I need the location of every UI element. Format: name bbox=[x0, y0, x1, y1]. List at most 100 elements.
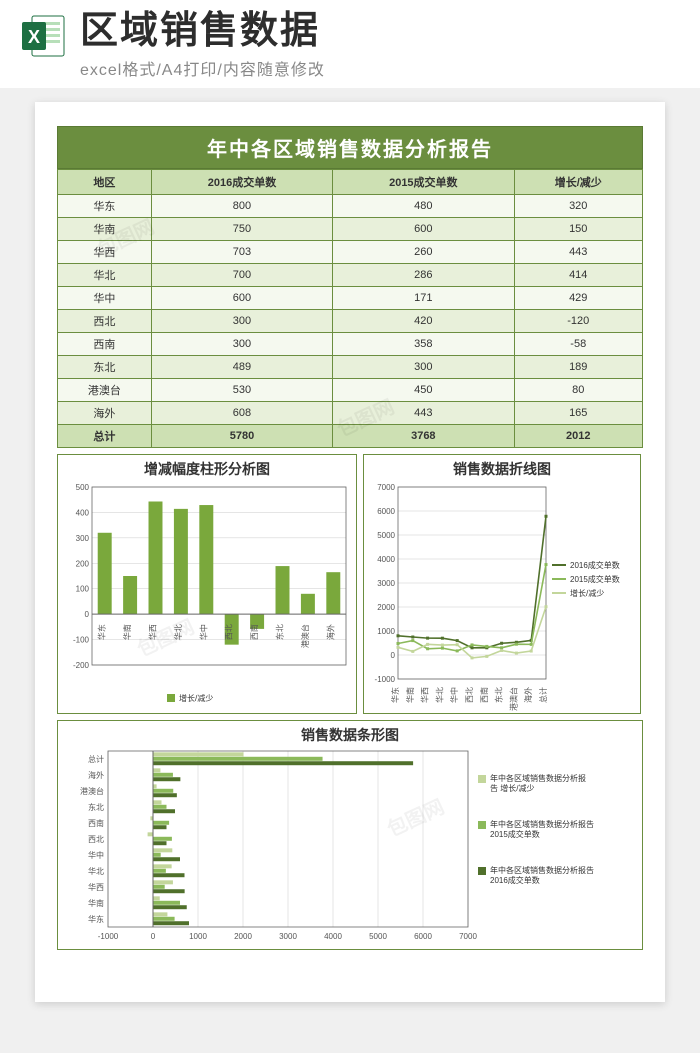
excel-icon: X bbox=[20, 12, 68, 60]
svg-text:2015成交单数: 2015成交单数 bbox=[490, 829, 540, 839]
svg-text:5000: 5000 bbox=[369, 932, 387, 941]
table-cell: 300 bbox=[151, 333, 332, 356]
svg-text:港澳台: 港澳台 bbox=[300, 624, 310, 648]
table-cell: 700 bbox=[151, 264, 332, 287]
svg-text:华北: 华北 bbox=[173, 624, 183, 640]
svg-text:华西: 华西 bbox=[420, 687, 430, 703]
svg-text:年中各区域销售数据分析报告: 年中各区域销售数据分析报告 bbox=[490, 819, 594, 829]
table-header: 2015成交单数 bbox=[333, 170, 514, 195]
svg-text:华中: 华中 bbox=[88, 850, 104, 860]
table-cell: 西南 bbox=[58, 333, 152, 356]
table-cell: 5780 bbox=[151, 425, 332, 448]
svg-text:增长/减少: 增长/减少 bbox=[570, 588, 604, 598]
svg-text:4000: 4000 bbox=[377, 555, 395, 564]
svg-text:华南: 华南 bbox=[122, 624, 132, 640]
svg-text:总计: 总计 bbox=[88, 754, 104, 764]
svg-text:7000: 7000 bbox=[459, 932, 477, 941]
line-chart: -100001000200030004000500060007000华东华南华西… bbox=[368, 481, 636, 713]
svg-text:X: X bbox=[28, 27, 40, 47]
svg-text:华东: 华东 bbox=[97, 624, 107, 640]
table-cell: 西北 bbox=[58, 310, 152, 333]
table-row: 华中600171429 bbox=[58, 287, 643, 310]
table-row: 华北700286414 bbox=[58, 264, 643, 287]
svg-text:华中: 华中 bbox=[449, 687, 459, 703]
svg-text:2000: 2000 bbox=[234, 932, 252, 941]
table-cell: 600 bbox=[333, 218, 514, 241]
table-row: 华南750600150 bbox=[58, 218, 643, 241]
svg-text:东北: 东北 bbox=[88, 802, 104, 812]
table-cell: 总计 bbox=[58, 425, 152, 448]
bar-chart-title: 增减幅度柱形分析图 bbox=[62, 459, 352, 479]
table-row: 港澳台53045080 bbox=[58, 379, 643, 402]
svg-text:100: 100 bbox=[76, 585, 90, 594]
svg-text:0: 0 bbox=[391, 651, 396, 660]
table-cell: 港澳台 bbox=[58, 379, 152, 402]
bar-chart: -200-1000100200300400500华东华南华西华北华中西北西南东北… bbox=[62, 481, 352, 713]
table-cell: 320 bbox=[514, 195, 643, 218]
table-cell: 260 bbox=[333, 241, 514, 264]
sub-title: excel格式/A4打印/内容随意修改 bbox=[80, 56, 680, 80]
table-total-row: 总计578037682012 bbox=[58, 425, 643, 448]
table-cell: 华中 bbox=[58, 287, 152, 310]
table-cell: 海外 bbox=[58, 402, 152, 425]
svg-text:-100: -100 bbox=[73, 636, 90, 645]
svg-text:年中各区域销售数据分析报: 年中各区域销售数据分析报 bbox=[490, 773, 586, 783]
svg-text:华西: 华西 bbox=[148, 624, 158, 640]
svg-text:华南: 华南 bbox=[405, 687, 415, 703]
svg-text:200: 200 bbox=[76, 559, 90, 568]
svg-text:300: 300 bbox=[76, 534, 90, 543]
bar-chart-box: 增减幅度柱形分析图 -200-1000100200300400500华东华南华西… bbox=[57, 454, 357, 714]
table-cell: 286 bbox=[333, 264, 514, 287]
table-cell: 358 bbox=[333, 333, 514, 356]
table-cell: 450 bbox=[333, 379, 514, 402]
svg-text:总计: 总计 bbox=[538, 687, 548, 703]
svg-text:华西: 华西 bbox=[88, 882, 104, 892]
table-cell: 东北 bbox=[58, 356, 152, 379]
table-cell: -58 bbox=[514, 333, 643, 356]
data-table: 地区2016成交单数2015成交单数增长/减少 华东800480320华南750… bbox=[57, 169, 643, 448]
table-cell: 420 bbox=[333, 310, 514, 333]
svg-text:3000: 3000 bbox=[279, 932, 297, 941]
table-cell: 300 bbox=[151, 310, 332, 333]
table-cell: 171 bbox=[333, 287, 514, 310]
svg-text:2016成交单数: 2016成交单数 bbox=[570, 560, 620, 570]
table-cell: 489 bbox=[151, 356, 332, 379]
svg-text:华中: 华中 bbox=[198, 624, 208, 640]
svg-text:港澳台: 港澳台 bbox=[80, 786, 104, 796]
svg-text:西南: 西南 bbox=[88, 818, 104, 828]
svg-text:西北: 西北 bbox=[88, 835, 104, 844]
product-header: X 区域销售数据 excel格式/A4打印/内容随意修改 bbox=[0, 0, 700, 88]
report-page: 年中各区域销售数据分析报告 地区2016成交单数2015成交单数增长/减少 华东… bbox=[35, 102, 665, 1002]
table-cell: 750 bbox=[151, 218, 332, 241]
line-chart-box: 销售数据折线图 -1000010002000300040005000600070… bbox=[363, 454, 641, 714]
svg-text:华北: 华北 bbox=[88, 866, 104, 876]
table-cell: 530 bbox=[151, 379, 332, 402]
table-cell: 608 bbox=[151, 402, 332, 425]
table-cell: 华东 bbox=[58, 195, 152, 218]
svg-text:6000: 6000 bbox=[414, 932, 432, 941]
svg-text:-1000: -1000 bbox=[98, 932, 119, 941]
svg-text:400: 400 bbox=[76, 508, 90, 517]
svg-text:年中各区域销售数据分析报告: 年中各区域销售数据分析报告 bbox=[490, 865, 594, 875]
svg-text:2015成交单数: 2015成交单数 bbox=[570, 574, 620, 584]
svg-text:西北: 西北 bbox=[465, 687, 474, 703]
table-cell: 189 bbox=[514, 356, 643, 379]
table-header: 2016成交单数 bbox=[151, 170, 332, 195]
table-cell: 华南 bbox=[58, 218, 152, 241]
svg-text:华东: 华东 bbox=[390, 687, 400, 703]
svg-text:海外: 海外 bbox=[325, 624, 335, 640]
table-cell: 150 bbox=[514, 218, 643, 241]
svg-text:6000: 6000 bbox=[377, 507, 395, 516]
svg-text:东北: 东北 bbox=[275, 624, 285, 640]
table-header: 增长/减少 bbox=[514, 170, 643, 195]
svg-text:港澳台: 港澳台 bbox=[508, 687, 518, 711]
svg-text:-200: -200 bbox=[73, 661, 90, 670]
table-cell: 80 bbox=[514, 379, 643, 402]
svg-text:7000: 7000 bbox=[377, 483, 395, 492]
table-row: 西北300420-120 bbox=[58, 310, 643, 333]
table-cell: 800 bbox=[151, 195, 332, 218]
table-row: 西南300358-58 bbox=[58, 333, 643, 356]
svg-text:西南: 西南 bbox=[249, 624, 259, 640]
svg-text:1000: 1000 bbox=[377, 627, 395, 636]
svg-text:-1000: -1000 bbox=[375, 675, 396, 684]
